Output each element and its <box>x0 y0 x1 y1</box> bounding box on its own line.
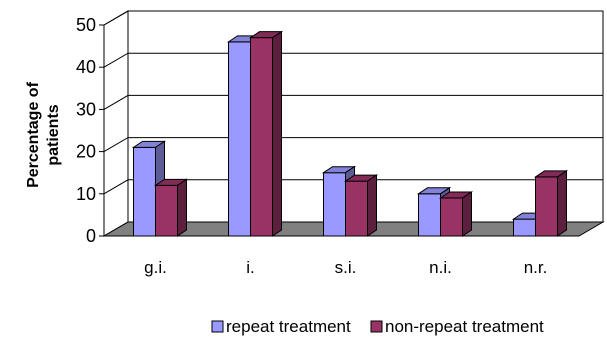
y-tick-label: 20 <box>76 142 96 162</box>
gridline <box>103 94 603 110</box>
y-tick-label: 50 <box>76 15 96 35</box>
gridline <box>103 137 603 153</box>
y-tick-labels: 0 10 20 30 40 50 <box>76 15 104 246</box>
side-wall <box>103 10 129 237</box>
gridline <box>103 10 603 26</box>
y-axis-label-line-1: Percentage of <box>25 81 42 187</box>
legend-swatch-repeat <box>211 320 224 333</box>
x-tick-label: g.i. <box>144 258 167 277</box>
bar-non-repeat-treatment-1 <box>248 30 284 237</box>
bar-non-repeat-treatment-3 <box>438 191 474 237</box>
gridline <box>103 52 603 68</box>
bar-non-repeat-treatment-4 <box>533 169 569 237</box>
y-tick-label: 30 <box>76 99 96 119</box>
x-tick-label: n.r. <box>524 258 548 277</box>
x-tick-labels: g.i. i. s.i. n.i. n.r. <box>144 258 547 277</box>
y-axis-label: Percentage of patients <box>25 81 62 187</box>
bars <box>131 30 569 237</box>
y-tick-label: 40 <box>76 57 96 77</box>
y-tick-label: 10 <box>76 184 96 204</box>
x-tick-label: s.i. <box>335 258 357 277</box>
bar-non-repeat-treatment-2 <box>343 174 379 237</box>
y-axis-label-line-2: patients <box>45 104 62 165</box>
x-tick-label: n.i. <box>429 258 452 277</box>
legend-label-non-repeat: non-repeat treatment <box>385 317 544 336</box>
legend: repeat treatment non-repeat treatment <box>211 317 544 336</box>
legend-swatch-non-repeat <box>370 320 383 333</box>
legend-label-repeat: repeat treatment <box>226 317 351 336</box>
gridlines <box>103 10 603 195</box>
y-tick-label: 0 <box>86 226 96 246</box>
x-tick-label: i. <box>246 258 255 277</box>
gridline <box>103 179 603 195</box>
bar-non-repeat-treatment-0 <box>153 178 189 237</box>
